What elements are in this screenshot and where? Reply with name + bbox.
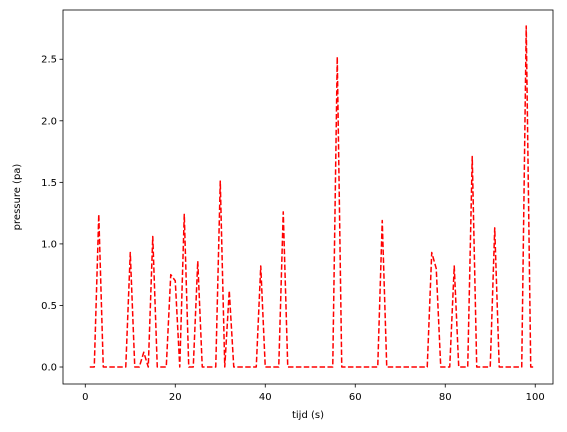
y-tick-label: 0.0: [41, 363, 57, 374]
x-tick-label: 40: [259, 392, 272, 403]
y-tick-label: 0.5: [41, 301, 57, 312]
x-tick-label: 60: [349, 392, 362, 403]
y-tick-label: 1.0: [41, 239, 57, 250]
x-tick-label: 20: [169, 392, 182, 403]
series-line-1: [89, 25, 536, 368]
x-axis-label: tijd (s): [292, 410, 324, 421]
x-tick-label: 100: [526, 392, 545, 403]
y-tick-label: 1.5: [41, 178, 57, 189]
y-tick-label: 2.5: [41, 55, 57, 66]
x-tick-label: 0: [82, 392, 88, 403]
plot-frame: [62, 9, 554, 385]
plot-area: [89, 25, 536, 368]
axes: 0 20 40 60 80 100 0.0 0.5 1.0 1.5 2.0 2.5: [41, 9, 554, 403]
y-axis-label: pressure (pa): [12, 164, 23, 231]
y-tick-label: 2.0: [41, 116, 57, 127]
x-tick-label: 80: [439, 392, 452, 403]
